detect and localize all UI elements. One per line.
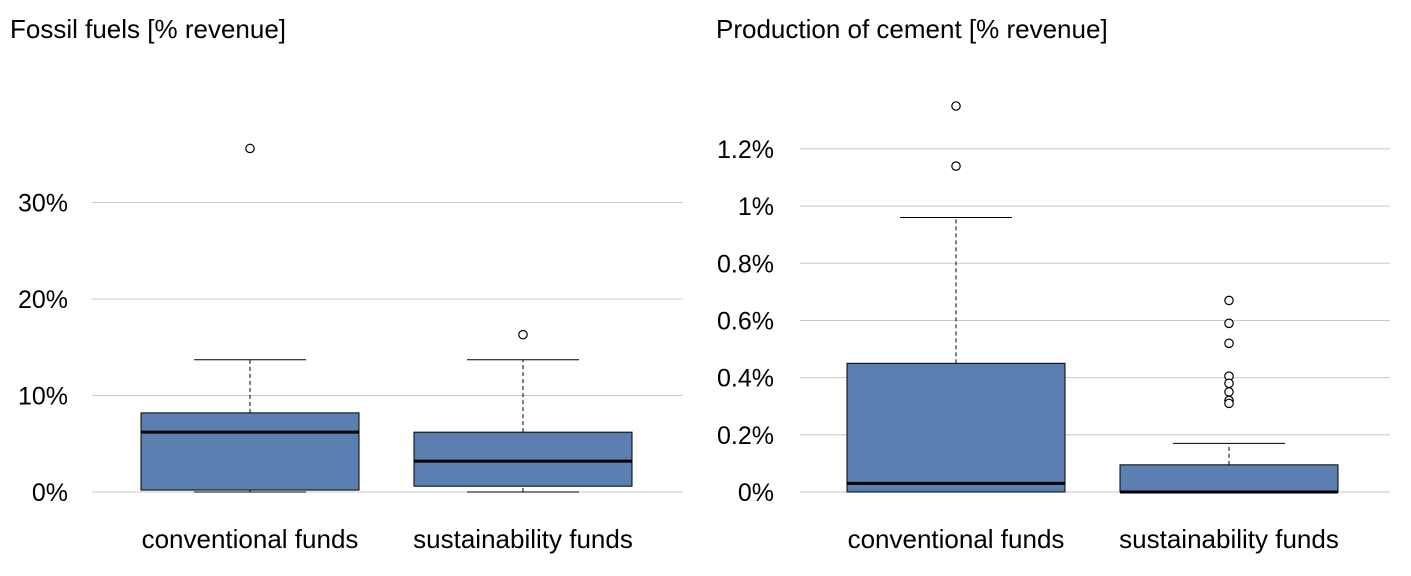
category-label: conventional funds [848,524,1065,554]
category-label: conventional funds [142,524,359,554]
outlier-point [1224,398,1234,409]
outlier-point [245,143,255,154]
box-1 [1119,295,1339,494]
category-label: sustainability funds [413,524,633,554]
iqr-box [846,362,1066,493]
outlier-point [1224,338,1234,349]
y-tick-label: 0% [32,479,68,507]
y-tick-label: 0.6% [717,307,774,335]
iqr-box [413,431,633,487]
y-tick-label: 0.2% [717,422,774,450]
category-label: sustainability funds [1119,524,1339,554]
y-tick-label: 20% [18,286,68,314]
fossil-fuels-panel: Fossil fuels [% revenue] 0% 10% 20% 30% con… [10,14,683,554]
cement-panel: Production of cement [% revenue] 0% 0.2% 0… [716,14,1390,554]
iqr-box [140,412,360,491]
fossil-fuels-title: Fossil fuels [% revenue] [10,14,286,44]
y-tick-label: 1.2% [717,136,774,164]
y-tick-label: 10% [18,383,68,411]
y-tick-label: 0.4% [717,365,774,393]
box-0 [140,143,360,493]
iqr-box [1119,464,1339,493]
outlier-point [518,329,528,340]
outlier-point [1224,387,1234,397]
outlier-point [1224,318,1234,329]
y-tick-label: 30% [18,190,68,218]
box-1 [413,329,633,493]
outlier-point [951,161,961,171]
outlier-point [1224,295,1234,306]
y-tick-label: 0.8% [717,250,774,278]
box-0 [846,101,1066,493]
outlier-point [1224,378,1234,389]
y-tick-label: 0% [738,479,774,507]
outlier-point [951,101,961,111]
y-tick-label: 1% [738,193,774,221]
cement-title: Production of cement [% revenue] [716,14,1108,44]
